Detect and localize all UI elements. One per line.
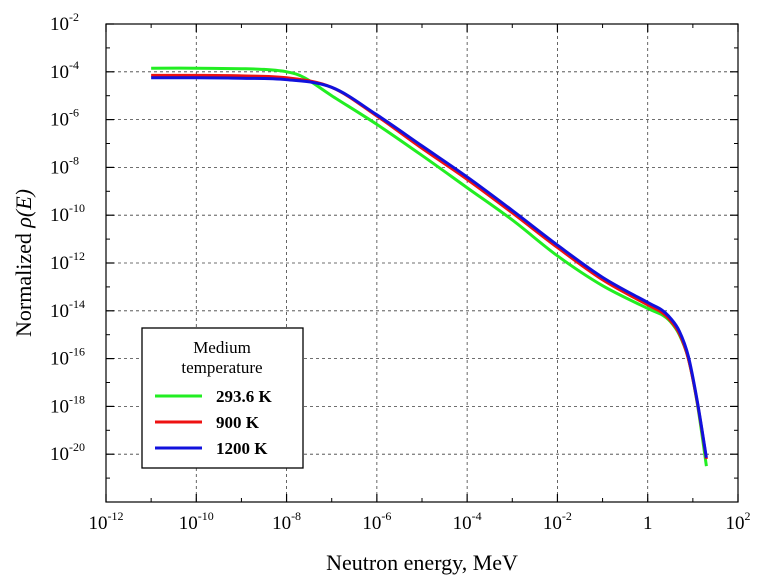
y-tick-label: 10-16	[50, 345, 85, 370]
x-tick-base: 10	[362, 513, 381, 534]
x-tick-base: 1	[643, 513, 653, 534]
y-tick-exponent: -6	[69, 106, 79, 120]
legend-title-line2: temperature	[181, 358, 262, 377]
y-tick-base: 10	[50, 396, 69, 417]
y-tick-exponent: -12	[69, 249, 85, 263]
x-tick-base: 10	[453, 513, 472, 534]
legend-label: 1200 K	[216, 439, 268, 458]
y-tick-exponent: -14	[69, 297, 85, 311]
y-axis-label-prefix: Normalized	[11, 228, 36, 337]
y-tick-label: 10-20	[50, 440, 85, 465]
x-tick-exponent: 2	[745, 509, 751, 523]
legend-label: 293.6 K	[216, 387, 273, 406]
y-tick-label: 10-10	[50, 201, 85, 226]
y-tick-base: 10	[50, 349, 69, 370]
y-axis-label-symbol: ρ(E)	[11, 189, 36, 229]
x-tick-exponent: -2	[562, 509, 572, 523]
x-tick-label: 10-12	[89, 509, 124, 534]
x-tick-label: 10-2	[543, 509, 572, 534]
x-tick-label: 10-4	[453, 509, 482, 534]
x-tick-exponent: -6	[381, 509, 391, 523]
y-axis-label: Normalized ρ(E)	[11, 189, 36, 337]
x-tick-label: 10-10	[179, 509, 214, 534]
y-tick-base: 10	[50, 62, 69, 83]
axis-ticks: 10-12 10-10 10-8 10-6 10-4 10-2 1 10210-210-410…	[50, 10, 751, 534]
y-tick-exponent: -16	[69, 345, 85, 359]
x-tick-exponent: -12	[108, 509, 124, 523]
y-tick-label: 10-14	[50, 297, 85, 322]
y-tick-label: 10-8	[50, 153, 79, 178]
y-tick-base: 10	[50, 253, 69, 274]
y-tick-label: 10-4	[50, 58, 79, 83]
x-tick-base: 10	[543, 513, 562, 534]
y-tick-label: 10-18	[50, 392, 85, 417]
y-tick-base: 10	[50, 14, 69, 35]
series-lines	[151, 66, 708, 467]
x-tick-exponent: -10	[198, 509, 214, 523]
y-tick-exponent: -4	[69, 58, 79, 72]
legend-box	[141, 327, 304, 469]
x-tick-label: 102	[726, 509, 751, 534]
x-tick-label: 10-8	[272, 509, 301, 534]
y-tick-base: 10	[50, 301, 69, 322]
y-tick-exponent: -8	[69, 153, 79, 167]
legend-label: 900 K	[216, 413, 260, 432]
y-tick-exponent: -10	[69, 201, 85, 215]
x-tick-base: 10	[272, 513, 291, 534]
legend-entries: 293.6 K 900 K 1200 K	[155, 387, 273, 458]
x-tick-base: 10	[179, 513, 198, 534]
x-tick-base: 10	[89, 513, 108, 534]
x-axis-label: Neutron energy, MeV	[326, 550, 518, 575]
x-tick-exponent: -4	[472, 509, 482, 523]
legend-title-line1: Medium	[193, 338, 251, 357]
y-tick-base: 10	[50, 157, 69, 178]
y-tick-exponent: -2	[69, 10, 79, 24]
x-tick-base: 10	[726, 513, 745, 534]
y-tick-label: 10-6	[50, 106, 79, 131]
y-tick-base: 10	[50, 110, 69, 131]
series-line-1200-k	[151, 76, 708, 459]
legend: Medium temperature 293.6 K 900 K 1200 K	[141, 327, 304, 469]
y-tick-label: 10-2	[50, 10, 79, 35]
y-tick-base: 10	[50, 444, 69, 465]
x-tick-label: 10-6	[362, 509, 391, 534]
y-tick-label: 10-12	[50, 249, 85, 274]
x-tick-label: 1	[643, 513, 653, 534]
y-tick-base: 10	[50, 205, 69, 226]
y-tick-exponent: -20	[69, 440, 85, 454]
x-tick-exponent: -8	[291, 509, 301, 523]
y-tick-exponent: -18	[69, 392, 85, 406]
